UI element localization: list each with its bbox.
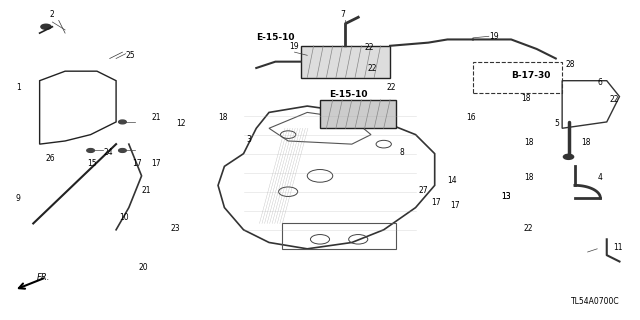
Circle shape <box>563 154 573 159</box>
Bar <box>320 100 396 128</box>
Text: 17: 17 <box>132 159 141 168</box>
Text: 19: 19 <box>290 42 300 51</box>
Text: 16: 16 <box>467 113 476 122</box>
Bar <box>301 46 390 77</box>
Text: 22: 22 <box>524 224 533 233</box>
Circle shape <box>118 120 126 124</box>
Text: B-17-30: B-17-30 <box>511 71 550 80</box>
Bar <box>473 62 562 93</box>
Text: 18: 18 <box>524 173 534 182</box>
Text: 13: 13 <box>502 192 511 201</box>
Text: 17: 17 <box>451 202 460 211</box>
Text: 25: 25 <box>125 51 135 60</box>
Text: 17: 17 <box>431 198 441 207</box>
Text: 20: 20 <box>138 263 148 272</box>
Text: 18: 18 <box>218 113 228 122</box>
Text: 27: 27 <box>419 186 428 195</box>
Circle shape <box>87 148 95 152</box>
Text: 3: 3 <box>246 135 252 144</box>
Text: 22: 22 <box>368 63 378 73</box>
Text: 21: 21 <box>151 113 161 122</box>
Text: 14: 14 <box>447 176 457 185</box>
Text: 15: 15 <box>88 159 97 168</box>
Text: 11: 11 <box>613 243 623 252</box>
Text: 12: 12 <box>177 119 186 128</box>
Text: 1: 1 <box>16 83 20 92</box>
Text: E-15-10: E-15-10 <box>330 91 368 100</box>
Text: 22: 22 <box>387 83 396 92</box>
Text: 2: 2 <box>50 10 55 19</box>
Text: 22: 22 <box>610 95 620 104</box>
Text: 24: 24 <box>103 148 113 156</box>
Text: 8: 8 <box>399 148 404 156</box>
Text: 18: 18 <box>524 138 534 147</box>
Text: 18: 18 <box>581 138 591 147</box>
Text: TL54A0700C: TL54A0700C <box>571 297 620 306</box>
Text: FR.: FR. <box>36 273 50 282</box>
Text: 21: 21 <box>141 186 151 195</box>
Text: 9: 9 <box>15 194 20 203</box>
Text: 17: 17 <box>151 159 161 168</box>
Text: 10: 10 <box>119 212 129 222</box>
Text: 18: 18 <box>521 94 531 103</box>
Text: 7: 7 <box>340 10 345 19</box>
Circle shape <box>118 148 126 152</box>
Text: 13: 13 <box>502 192 511 201</box>
Text: 4: 4 <box>597 173 602 182</box>
Text: 28: 28 <box>565 60 575 69</box>
Text: 26: 26 <box>46 154 56 163</box>
Text: 19: 19 <box>489 32 499 41</box>
Text: 6: 6 <box>597 78 602 87</box>
Circle shape <box>41 24 51 29</box>
Text: E-15-10: E-15-10 <box>256 33 295 42</box>
Text: 22: 22 <box>365 43 374 52</box>
Text: 23: 23 <box>170 224 180 233</box>
Text: 5: 5 <box>554 119 559 128</box>
